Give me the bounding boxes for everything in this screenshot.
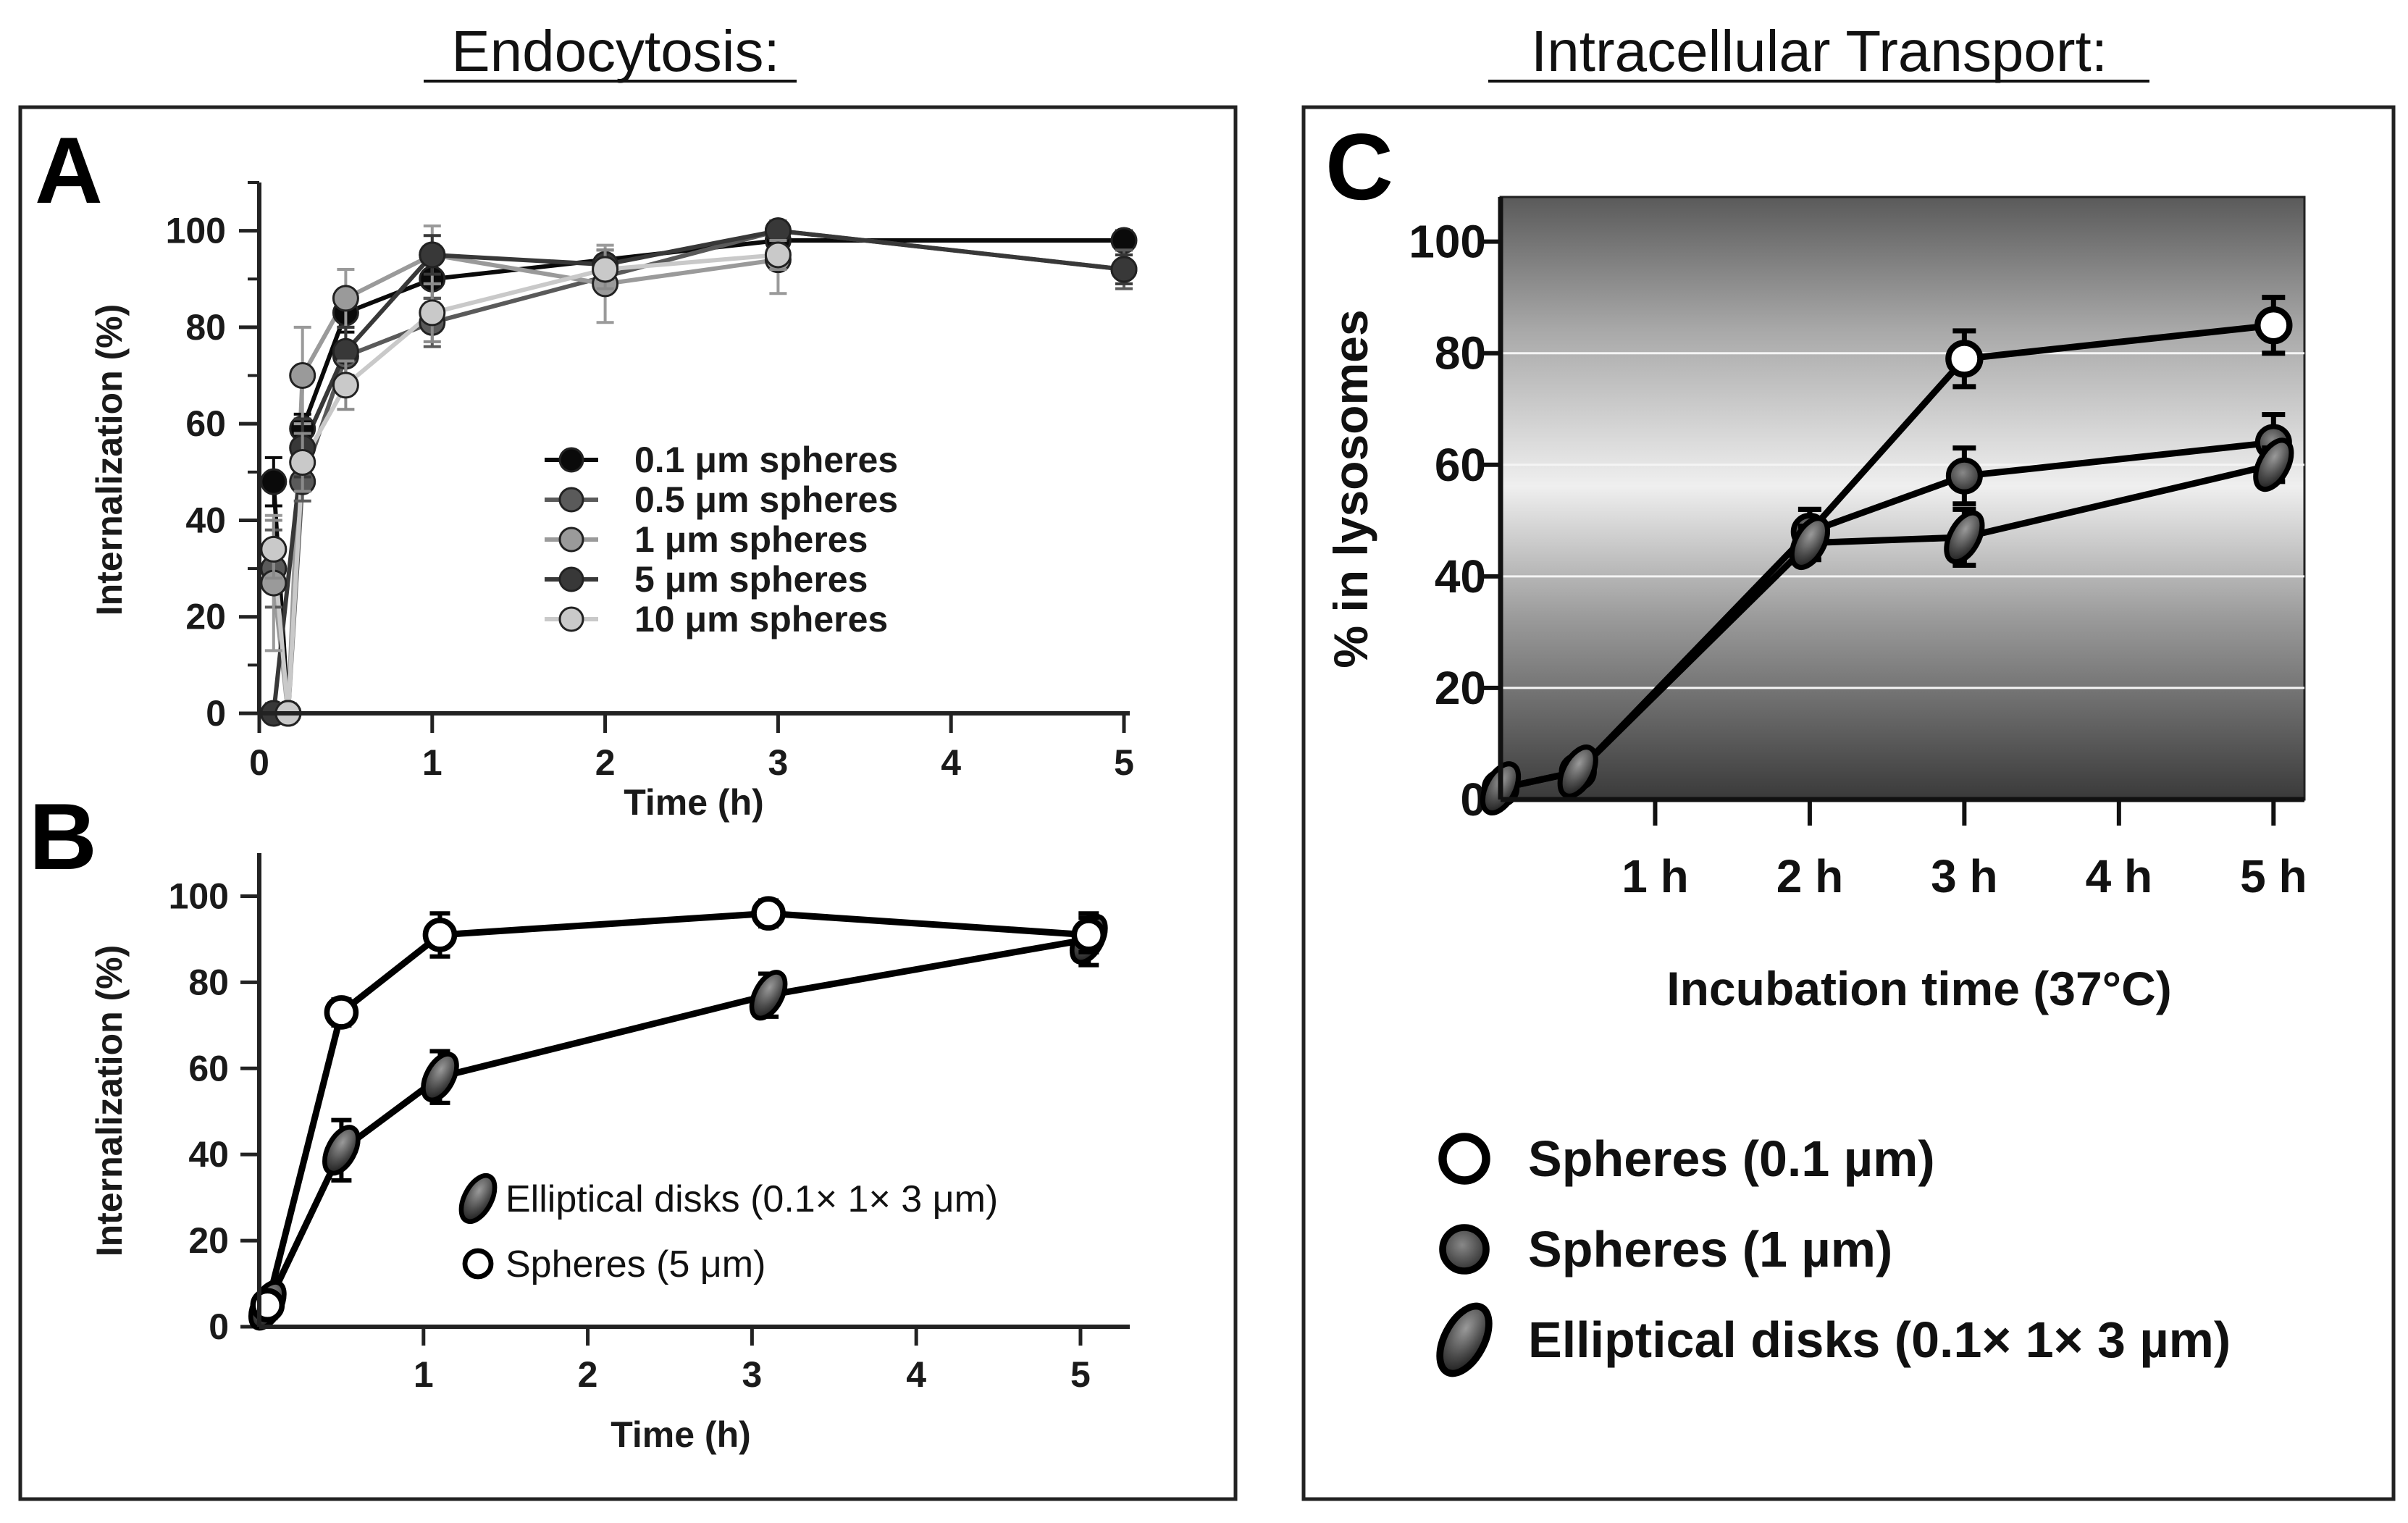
panel-a-y-tick-label: 0 xyxy=(206,693,226,734)
panel-b-legend: Elliptical disks (0.1× 1× 3 μm) Spheres (… xyxy=(458,1173,998,1285)
panel-a-x-tick-label: 4 xyxy=(941,742,961,783)
panel-c-y-tick-label: 40 xyxy=(1435,550,1486,603)
panel-b-y-tick-label: 40 xyxy=(188,1134,229,1175)
intracellular-transport-title: Intracellular Transport: xyxy=(1531,19,2107,83)
panel-b-x-tick-label: 3 xyxy=(742,1354,762,1395)
panel-a-point xyxy=(419,241,446,269)
panel-a-y-label: Internalization (%) xyxy=(89,304,130,616)
panel-c-point xyxy=(2254,306,2293,345)
panel-a-x-label: Time (h) xyxy=(624,782,764,823)
left-panel-frame xyxy=(18,105,1238,1501)
panel-b-point xyxy=(1071,918,1107,952)
panel-b-y-tick-label: 80 xyxy=(188,962,229,1002)
panel-a-legend-label: 5 μm spheres xyxy=(634,559,868,600)
panel-a-legend-marker xyxy=(558,526,584,553)
panel-c-legend: Spheres (0.1 µm) Spheres (1 µm) Elliptical… xyxy=(1436,1130,2231,1377)
panel-b-legend-marker xyxy=(462,1248,494,1280)
panel-a-point xyxy=(764,241,792,269)
panel-c-point xyxy=(1945,340,1984,378)
panel-a-legend-marker xyxy=(558,606,584,632)
panel-b-point xyxy=(322,1125,361,1176)
panel-b-point xyxy=(324,995,359,1030)
panel-b-y-tick-label: 100 xyxy=(169,876,229,916)
panel-a-x-tick-label: 3 xyxy=(768,742,788,783)
endocytosis-title: Endocytosis: xyxy=(451,19,780,83)
panel-a-legend-label: 0.1 μm spheres xyxy=(634,440,898,480)
panel-c-x-tick-label: 3 h xyxy=(1931,850,1997,902)
panel-a-legend-label: 1 μm spheres xyxy=(634,519,868,560)
panel-c-y-tick-label: 20 xyxy=(1435,662,1486,714)
panel-b-y-tick-label: 60 xyxy=(188,1048,229,1088)
panel-c-y-tick-label: 80 xyxy=(1435,327,1486,379)
panel-c-x-tick-label: 5 h xyxy=(2240,850,2307,902)
panel-c-point xyxy=(1789,516,1831,570)
panel-c-legend-label: Spheres (1 µm) xyxy=(1528,1221,1892,1277)
panel-b-point xyxy=(749,970,788,1021)
panel-b-legend-label: Spheres (5 μm) xyxy=(505,1243,765,1285)
panel-a-x-tick-label: 1 xyxy=(422,742,442,783)
panel-a-legend-label: 0.5 μm spheres xyxy=(634,479,898,520)
panel-b-x-label: Time (h) xyxy=(611,1414,751,1455)
panel-a-point xyxy=(260,468,288,495)
panel-a-point xyxy=(332,285,359,312)
panel-a-y-tick-label: 60 xyxy=(185,403,226,444)
panel-b-point xyxy=(751,896,786,931)
panel-c-legend-marker xyxy=(1436,1302,1493,1377)
panel-c-legend-label: Spheres (0.1 µm) xyxy=(1528,1130,1935,1187)
panel-a-point xyxy=(260,535,288,563)
panel-c-x-tick-label: 1 h xyxy=(1622,850,1688,902)
panel-a-legend-label: 10 μm spheres xyxy=(634,599,888,639)
panel-c-legend-marker xyxy=(1439,1224,1490,1275)
panel-a-legend-marker xyxy=(558,566,584,592)
panel-a-y-tick-label: 100 xyxy=(166,211,226,251)
panel-b-x-tick-label: 2 xyxy=(578,1354,598,1395)
panel-c-point xyxy=(1944,510,1985,565)
panel-a-point xyxy=(1110,256,1138,283)
panel-b-x-tick-label: 5 xyxy=(1070,1354,1091,1395)
panel-a-legend-marker xyxy=(558,487,584,513)
panel-a-legend-marker xyxy=(558,447,584,473)
panel-a-x-tick-label: 2 xyxy=(595,742,616,783)
right-panel-frame xyxy=(1301,105,2396,1501)
panel-b-legend-marker xyxy=(458,1173,498,1224)
panel-c-y-tick-label: 100 xyxy=(1409,216,1486,268)
panel-letter-c: C xyxy=(1325,114,1393,219)
panel-a-y-tick-label: 20 xyxy=(185,597,226,637)
panel-a-x-tick-label: 0 xyxy=(249,742,269,783)
panel-b-x-tick-label: 4 xyxy=(906,1354,926,1395)
panel-c-x-tick-label: 4 h xyxy=(2086,850,2152,902)
panel-b-y-label: Internalization (%) xyxy=(89,945,130,1257)
panel-a-y-tick-label: 40 xyxy=(185,500,226,540)
panel-letter-b: B xyxy=(29,784,97,889)
panel-b-chart: 0 20 40 60 80 100 1 2 3 4 5 Time (h) Internalizati… xyxy=(89,853,1130,1455)
panel-a-chart: 0 20 40 60 80 100 0 1 2 3 4 5 Time (h) Internalizat… xyxy=(89,181,1138,823)
panel-a-point xyxy=(419,299,446,327)
panel-b-y-tick-label: 20 xyxy=(188,1220,229,1261)
panel-c-point xyxy=(1557,744,1598,799)
panel-c-point xyxy=(1945,457,1983,495)
panel-a-point xyxy=(289,448,316,476)
panel-a-y-tick-label: 80 xyxy=(185,307,226,348)
panel-b-x-tick-label: 1 xyxy=(414,1354,434,1395)
panel-b-legend-label: Elliptical disks (0.1× 1× 3 μm) xyxy=(505,1178,998,1220)
panel-a-point xyxy=(332,372,359,399)
panel-c-legend-marker xyxy=(1438,1133,1490,1185)
panel-b-point xyxy=(421,1052,459,1103)
panel-c-legend-label: Elliptical disks (0.1× 1× 3 µm) xyxy=(1528,1312,2231,1368)
panel-letter-a: A xyxy=(35,117,103,223)
panel-a-point xyxy=(592,256,619,283)
panel-c-x-tick-label: 2 h xyxy=(1776,850,1843,902)
panel-b-point xyxy=(422,918,458,952)
panel-b-y-tick-label: 0 xyxy=(209,1306,229,1347)
panel-a-x-tick-label: 5 xyxy=(1114,742,1134,783)
panel-c-x-label: Incubation time (37°C) xyxy=(1666,962,2171,1015)
panel-c-point xyxy=(2253,437,2294,492)
panel-c-y-tick-label: 60 xyxy=(1435,439,1486,491)
panel-a-point xyxy=(289,362,316,390)
panel-c-y-label: % in lysosomes xyxy=(1324,309,1377,668)
